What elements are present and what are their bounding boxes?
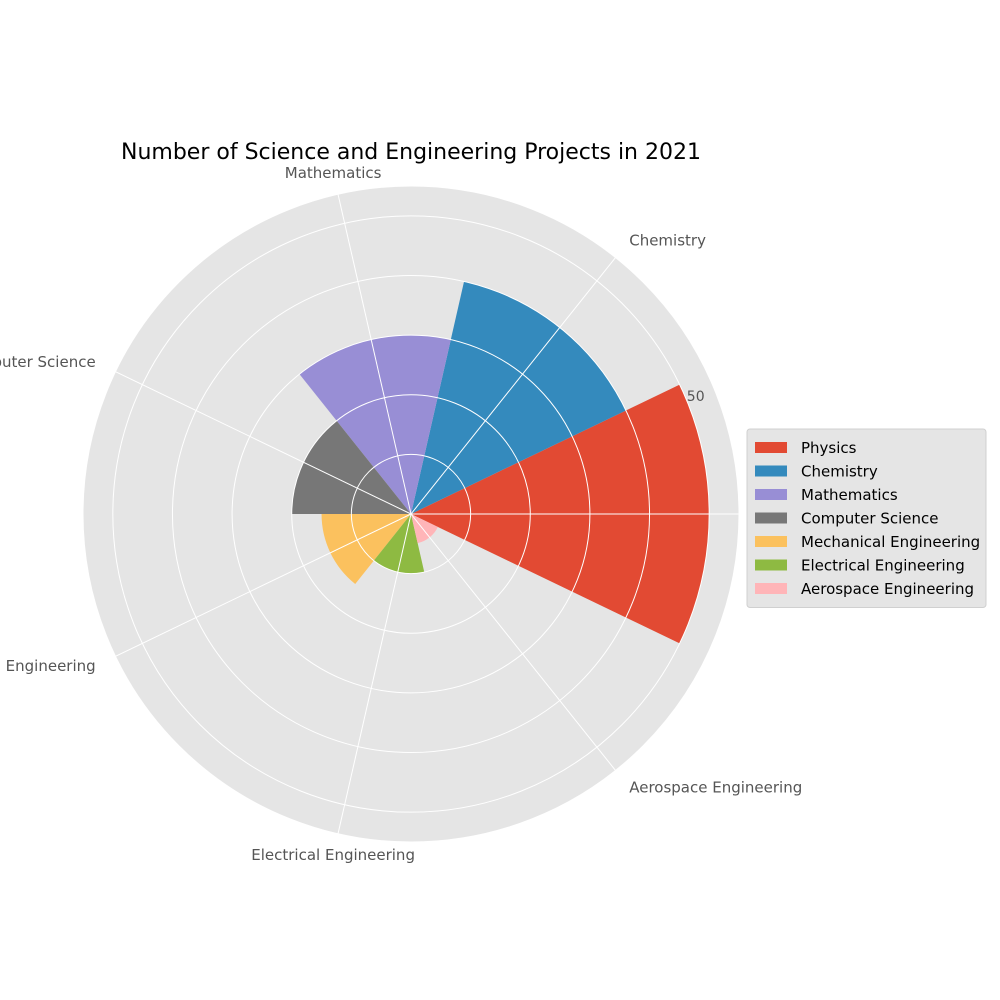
legend-swatch	[755, 536, 787, 547]
bar-chemistry	[411, 281, 626, 514]
category-label: Electrical Engineering	[251, 846, 415, 864]
legend-swatch	[755, 559, 787, 571]
grid-spoke	[337, 194, 412, 515]
legend-swatch	[755, 583, 787, 594]
legend-swatch	[755, 489, 787, 500]
legend: Physics Chemistry Mathematics Computer Scie…	[746, 428, 987, 608]
bar-mathematics	[299, 335, 451, 514]
grid-spoke	[410, 257, 616, 515]
category-label: Mathematics	[285, 164, 382, 182]
legend-label: Chemistry	[801, 463, 878, 481]
legend-swatch	[755, 465, 787, 477]
legend-label: Mathematics	[801, 486, 898, 504]
grid-spoke	[115, 513, 412, 657]
chart-title: Number of Science and Engineering Projec…	[121, 140, 701, 165]
category-label: Computer Science	[0, 353, 96, 371]
legend-label: Mechanical Engineering	[801, 533, 980, 551]
legend-label: Aerospace Engineering	[801, 580, 974, 598]
grid-spoke	[115, 371, 412, 515]
grid-spoke	[410, 513, 616, 771]
bar-aerospace-engineering	[411, 514, 438, 544]
bar-computer-science	[291, 420, 411, 514]
legend-swatch	[755, 512, 787, 524]
legend-label: Computer Science	[801, 510, 938, 528]
legend-label: Physics	[801, 439, 857, 457]
bar-electrical-engineering	[373, 514, 425, 574]
category-label: Mechanical Engineering	[0, 657, 96, 675]
category-label: Aerospace Engineering	[629, 779, 802, 797]
grid-spoke	[337, 513, 412, 834]
bar-mechanical-engineering	[321, 514, 411, 584]
legend-swatch	[755, 442, 787, 453]
category-label: Chemistry	[629, 231, 706, 249]
legend-label: Electrical Engineering	[801, 557, 965, 575]
radial-tick-label: 50	[687, 389, 705, 405]
legend-box	[746, 428, 987, 608]
